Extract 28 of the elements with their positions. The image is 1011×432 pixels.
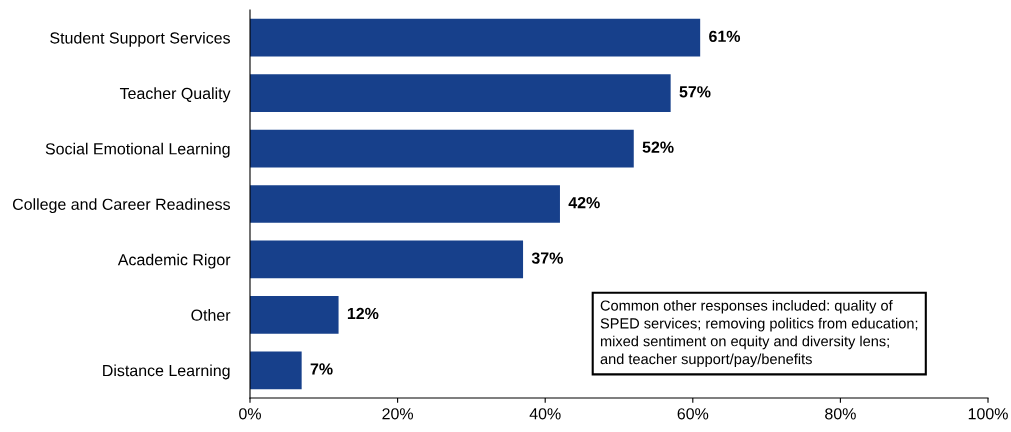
bar [250,351,302,390]
data-label: 37% [531,252,563,264]
x-tick-label: 100% [968,408,1008,420]
y-tick-label: Academic Rigor [117,253,231,269]
y-tick-label: Social Emotional Learning [45,142,230,158]
data-label: 61% [709,30,741,42]
y-tick-label: Student Support Services [50,31,230,47]
bar [250,18,701,57]
data-label: 42% [568,196,600,209]
bar [250,240,524,279]
x-tick-label: 80% [825,408,856,420]
bar [250,129,634,168]
bar [250,74,671,112]
bar [250,185,560,223]
data-label: 12% [347,307,379,320]
annotation: Common other responses included: quality of SPED services; removing politics from education; mixed sentiment on equity and diversity lens; and teacher support/pay/benefits [600,300,918,368]
y-tick-label: Distance Learning [103,364,230,380]
data-label: 57% [679,86,711,98]
bar [250,296,339,334]
x-tick-label: 40% [529,408,561,420]
data-label: 7% [310,363,333,375]
data-label: 52% [642,141,674,153]
y-tick-label: Teacher Quality [119,87,231,103]
x-tick-label: 0% [239,408,261,420]
x-tick-label: 20% [382,408,414,420]
y-tick-label: Other [191,309,231,321]
x-tick-label: 60% [677,408,709,420]
y-tick-label: College and Career Readiness [12,198,230,214]
